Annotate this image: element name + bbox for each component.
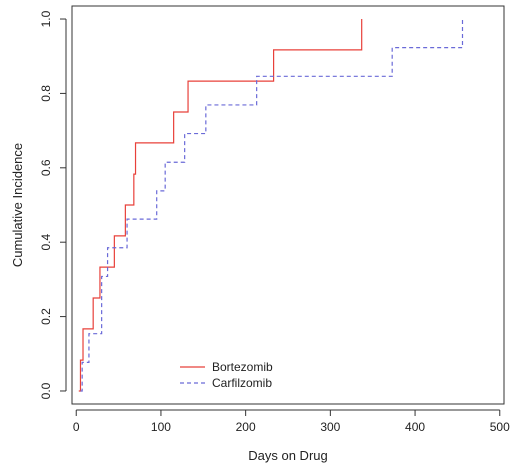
y-tick-label: 0.4 <box>39 234 53 251</box>
x-axis-label: Days on Drug <box>248 448 327 463</box>
x-tick-label: 0 <box>73 420 80 434</box>
y-tick-label: 0.6 <box>39 159 53 176</box>
x-tick-label: 200 <box>236 420 256 434</box>
legend: Bortezomib Carfilzomib <box>180 360 273 390</box>
series-line-carfilzomib <box>80 19 464 392</box>
x-tick-label: 400 <box>405 420 425 434</box>
legend-label-carfilzomib: Carfilzomib <box>212 376 272 390</box>
legend-label-bortezomib: Bortezomib <box>212 360 273 374</box>
x-axis: 0 100 200 300 400 500 <box>73 409 510 434</box>
series-layer <box>78 19 464 392</box>
y-tick-label: 0.2 <box>39 308 53 325</box>
y-axis-label: Cumulative Incidence <box>10 143 25 267</box>
x-tick-label: 300 <box>320 420 340 434</box>
y-tick-label: 1.0 <box>39 10 53 27</box>
y-tick-label: 0.8 <box>39 85 53 102</box>
y-tick-label: 0.0 <box>39 382 53 399</box>
y-axis: 0.0 0.2 0.4 0.6 0.8 1.0 <box>39 10 67 399</box>
x-tick-label: 500 <box>490 420 510 434</box>
x-tick-label: 100 <box>151 420 171 434</box>
series-line-bortezomib <box>78 19 363 392</box>
plot-frame <box>71 5 505 405</box>
